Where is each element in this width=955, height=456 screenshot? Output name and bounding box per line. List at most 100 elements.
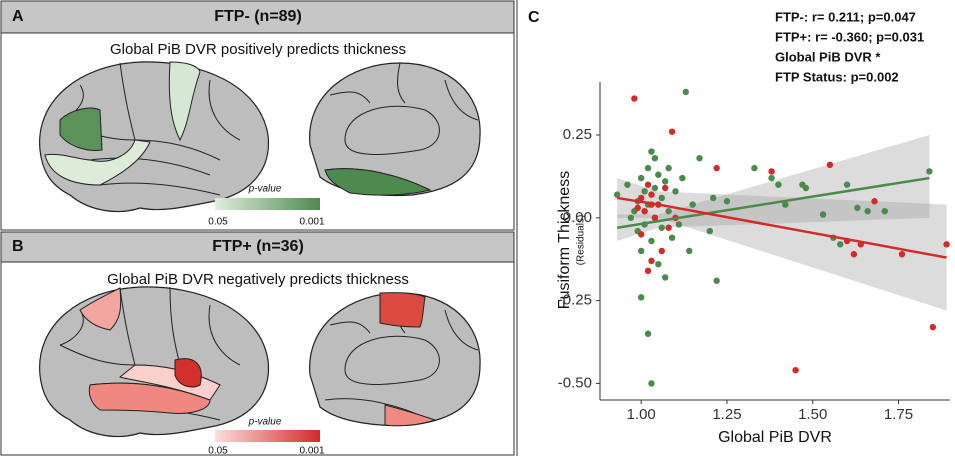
annotation: FTP+: r= -0.360; p=0.031 [775, 29, 924, 44]
data-point [768, 168, 775, 175]
x-tick-label: 1.50 [798, 406, 827, 423]
colorbar-label: 0.001 [299, 217, 324, 228]
data-point [782, 201, 789, 208]
lateral-brain [39, 61, 270, 213]
data-point [792, 366, 799, 374]
x-tick-label: 1.00 [627, 406, 656, 423]
data-point [850, 251, 858, 258]
medial-brain [309, 62, 481, 197]
data-point [648, 380, 655, 387]
data-point [706, 227, 714, 235]
colorbar: p-value 0.05 0.001 [208, 417, 325, 456]
data-point [723, 198, 731, 205]
data-point [668, 128, 676, 135]
data-point [751, 164, 758, 172]
plot-area: FTP-: r= 0.211; p=0.047 FTP+: r= -0.360; … [558, 9, 950, 423]
y-axis-label: Fusiform Thickness [556, 171, 573, 309]
data-point [661, 178, 669, 185]
data-point [627, 214, 635, 222]
data-point [658, 224, 665, 231]
data-point [682, 88, 689, 96]
data-point [836, 241, 844, 248]
data-point [641, 207, 648, 215]
lateral-brain [39, 286, 270, 438]
data-point [651, 214, 659, 222]
data-point [710, 194, 717, 202]
data-point [661, 274, 669, 281]
fit-line [616, 176, 930, 229]
panel-title: FTP+ (n=36) [212, 238, 304, 255]
panel-subtitle: Global PiB DVR negatively predicts thick… [107, 271, 409, 288]
data-point [648, 191, 655, 198]
colorbar-title: p-value [248, 184, 282, 195]
data-point [943, 241, 950, 248]
data-point [648, 257, 655, 265]
data-point [665, 224, 672, 231]
colorbar-title: p-value [248, 417, 282, 428]
data-point [672, 188, 679, 195]
data-point [686, 247, 693, 255]
data-point [658, 247, 665, 255]
data-point [713, 277, 720, 284]
data-point [655, 171, 662, 178]
data-point [644, 330, 652, 337]
data-point [881, 207, 889, 215]
colorbar: p-value 0.05 0.001 [208, 184, 325, 228]
data-point [713, 164, 720, 172]
y-tick-label: 0.00 [563, 209, 592, 226]
data-point [668, 234, 676, 241]
data-point [775, 181, 782, 188]
y-axis-sublabel: (Residuals) [576, 215, 587, 266]
colorbar-gradient [215, 430, 320, 442]
data-point [634, 204, 641, 212]
data-point [641, 188, 648, 195]
data-point [826, 161, 834, 169]
data-point [651, 184, 659, 192]
annotation: FTP Status: p=0.002 [775, 69, 899, 84]
data-point [926, 168, 933, 175]
data-point [637, 231, 645, 238]
x-tick-label: 1.25 [712, 406, 741, 423]
data-point [648, 148, 655, 155]
data-point [696, 154, 703, 162]
data-point [648, 237, 655, 245]
data-point [675, 221, 683, 228]
data-point [624, 181, 631, 188]
y-tick-label: -0.25 [558, 292, 592, 309]
data-point [689, 201, 696, 208]
data-point [637, 174, 645, 182]
data-point [665, 164, 672, 172]
data-point [679, 174, 686, 182]
data-point [864, 207, 871, 215]
data-point [898, 251, 906, 258]
colorbar-label: 0.05 [208, 446, 228, 456]
y-tick-label: 0.25 [563, 126, 592, 143]
data-point [637, 294, 645, 301]
data-point [661, 184, 669, 192]
data-point [929, 323, 937, 331]
panel-title: FTP- (n=89) [214, 8, 302, 25]
data-point [644, 267, 652, 275]
panel-letter: A [12, 8, 24, 25]
panel-letter: B [12, 238, 24, 255]
data-point [802, 184, 810, 192]
colorbar-label: 0.001 [299, 446, 324, 456]
data-point [843, 181, 851, 188]
data-point [658, 194, 665, 202]
data-point [644, 164, 652, 172]
data-point [871, 198, 878, 205]
x-axis-label: Global PiB DVR [718, 429, 832, 446]
medial-brain [309, 292, 481, 427]
colorbar-label: 0.05 [208, 217, 228, 228]
data-point [655, 260, 662, 268]
panel-header [0, 0, 515, 34]
data-point [644, 181, 652, 188]
data-point [651, 154, 659, 162]
data-point [637, 247, 645, 255]
fit-line [616, 196, 947, 259]
data-point [613, 191, 621, 198]
data-point [854, 204, 861, 212]
data-point [637, 194, 645, 202]
panel-subtitle: Global PiB DVR positively predicts thick… [110, 41, 406, 58]
